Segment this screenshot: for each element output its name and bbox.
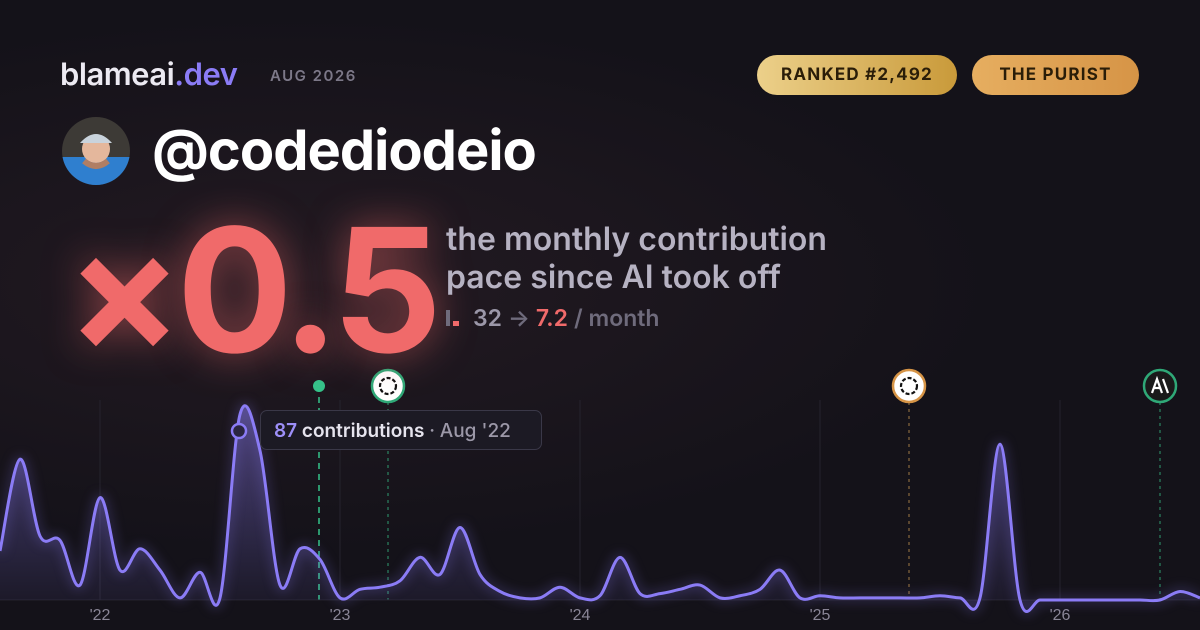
x-tick-label: '25 (810, 607, 831, 624)
brand-name: blameai (60, 56, 175, 93)
event-icon (370, 368, 406, 404)
handle: @codediodeio (152, 116, 537, 184)
x-tick-label: '23 (330, 607, 351, 624)
tooltip-unit: contributions (301, 419, 425, 442)
brand: blameai.dev (60, 56, 238, 93)
stat: 32 → 7.2/ month (446, 304, 660, 332)
avatar (62, 117, 130, 185)
before-value: 32 (473, 304, 502, 332)
rank-badge: RANKED #2,492 (757, 55, 957, 95)
tooltip: 87 contributions · Aug '22 (260, 410, 542, 450)
area (0, 405, 1200, 612)
tooltip-value: 87 (274, 419, 298, 442)
line (0, 404, 1200, 613)
event-icon (1142, 368, 1178, 404)
tooltip-date: Aug '22 (439, 419, 511, 442)
x-tick-label: '22 (90, 607, 111, 624)
persona-badge: THE PURIST (972, 55, 1139, 95)
unit: / month (573, 304, 660, 332)
event-dot (313, 380, 325, 392)
after-value: 7.2 (535, 304, 568, 332)
arrow: → (507, 304, 530, 332)
date: AUG 2026 (270, 66, 357, 85)
brand-suffix: .dev (174, 56, 238, 93)
headline-line: pace since AI took off (446, 257, 781, 296)
headline-line: the monthly contribution (446, 219, 827, 258)
hover-point (230, 422, 248, 440)
multiplier: ×0.5 (66, 186, 442, 394)
x-tick-label: '24 (570, 607, 591, 624)
event-icon (891, 368, 927, 404)
x-tick-label: '26 (1050, 607, 1071, 624)
